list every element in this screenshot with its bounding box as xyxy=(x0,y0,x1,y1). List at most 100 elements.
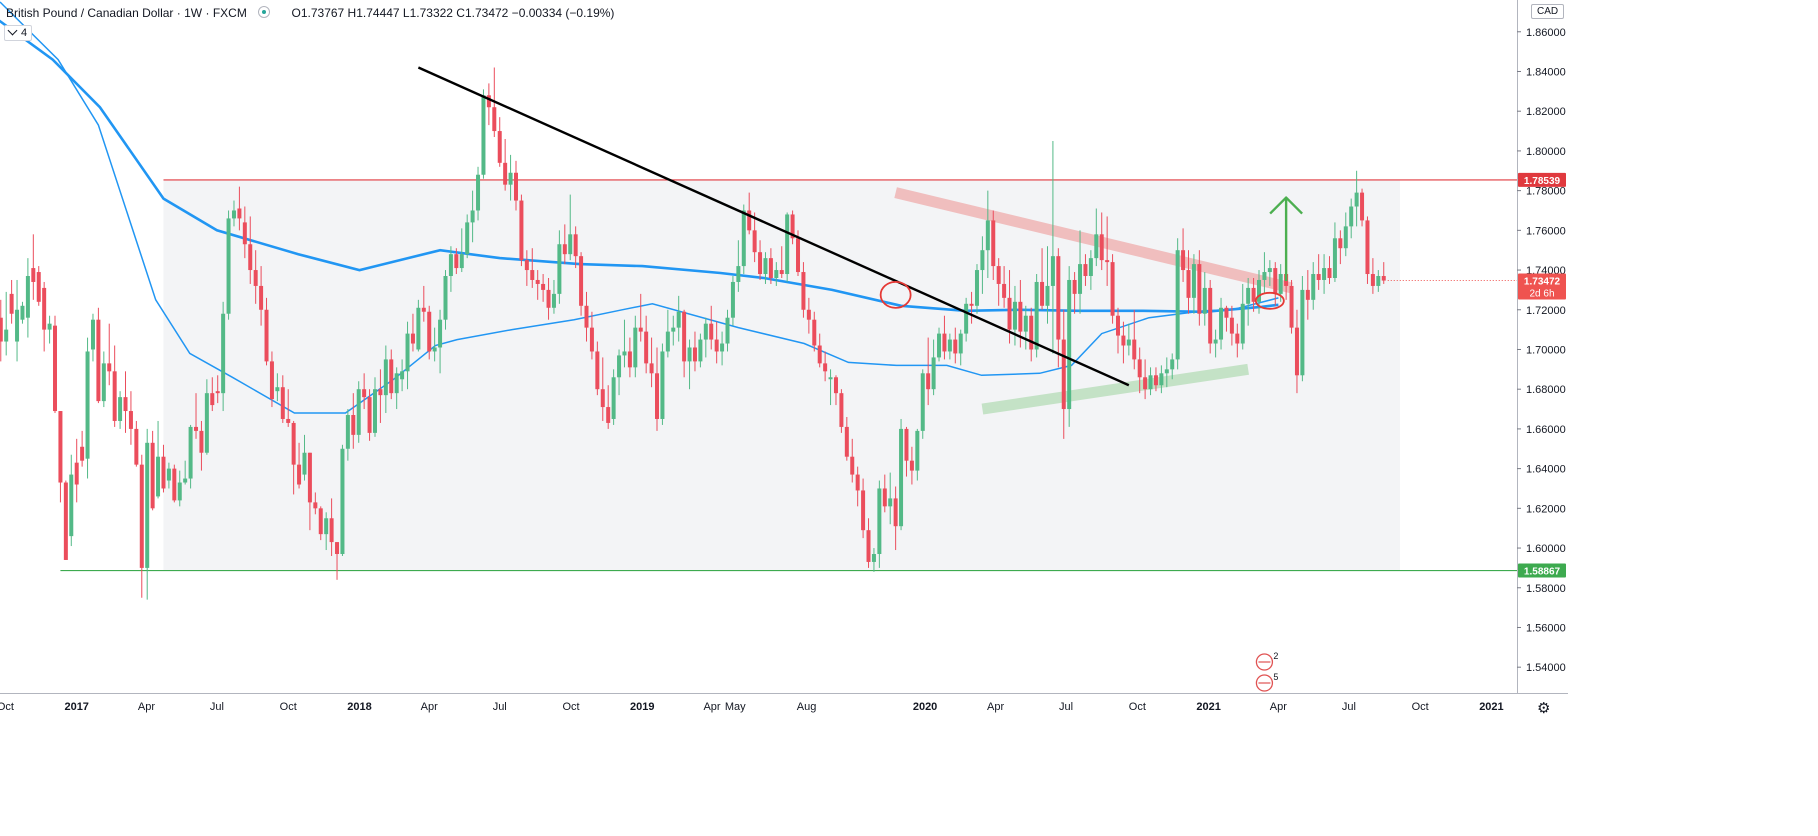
candle-body[interactable] xyxy=(4,329,9,342)
candle-body[interactable] xyxy=(568,234,573,255)
candle-body[interactable] xyxy=(947,339,952,352)
candle-body[interactable] xyxy=(204,393,209,453)
candle-body[interactable] xyxy=(492,107,497,132)
candle-body[interactable] xyxy=(42,287,47,330)
candle-body[interactable] xyxy=(85,351,90,459)
candle-body[interactable] xyxy=(1322,268,1327,280)
candle-body[interactable] xyxy=(177,482,182,501)
candle-body[interactable] xyxy=(1137,359,1142,378)
candle-body[interactable] xyxy=(969,303,974,306)
candle-body[interactable] xyxy=(752,230,757,253)
candle-body[interactable] xyxy=(112,371,117,421)
candle-body[interactable] xyxy=(730,281,735,318)
candle-body[interactable] xyxy=(307,452,312,503)
candle-body[interactable] xyxy=(671,327,676,332)
candle-body[interactable] xyxy=(617,355,622,378)
candle-body[interactable] xyxy=(817,345,822,364)
gear-icon[interactable]: ⚙ xyxy=(1537,700,1551,717)
candle-body[interactable] xyxy=(503,162,508,185)
symbol-name[interactable]: British Pound / Canadian Dollar xyxy=(6,6,174,20)
candle-body[interactable] xyxy=(833,377,838,394)
candle-body[interactable] xyxy=(248,244,253,271)
candle-body[interactable] xyxy=(297,464,302,485)
candle-body[interactable] xyxy=(562,244,567,255)
candle-body[interactable] xyxy=(1294,327,1299,376)
candle-body[interactable] xyxy=(909,460,914,471)
candle-body[interactable] xyxy=(1208,287,1213,344)
candle-body[interactable] xyxy=(1072,279,1077,294)
candle-body[interactable] xyxy=(839,393,844,427)
support-channel[interactable] xyxy=(981,363,1249,415)
candle-body[interactable] xyxy=(779,270,784,275)
candle-body[interactable] xyxy=(806,309,811,320)
candle-body[interactable] xyxy=(31,268,36,282)
candle-body[interactable] xyxy=(166,468,171,481)
candle-body[interactable] xyxy=(356,389,361,435)
candle-body[interactable] xyxy=(541,283,546,290)
candle-body[interactable] xyxy=(644,331,649,364)
candle-body[interactable] xyxy=(340,448,345,555)
candle-body[interactable] xyxy=(985,220,990,251)
candle-body[interactable] xyxy=(427,311,432,352)
candle-body[interactable] xyxy=(242,222,247,245)
candle-body[interactable] xyxy=(313,502,318,509)
candle-body[interactable] xyxy=(497,131,502,163)
candle-body[interactable] xyxy=(747,210,752,231)
candle-body[interactable] xyxy=(1316,274,1321,280)
candle-body[interactable] xyxy=(53,325,58,412)
candle-body[interactable] xyxy=(1191,264,1196,298)
candle-body[interactable] xyxy=(665,331,670,352)
candle-body[interactable] xyxy=(1170,359,1175,370)
candle-body[interactable] xyxy=(63,482,68,560)
candle-body[interactable] xyxy=(367,397,372,433)
candle-body[interactable] xyxy=(139,464,144,568)
candle-body[interactable] xyxy=(421,307,426,312)
candle-body[interactable] xyxy=(1099,234,1104,261)
candle-body[interactable] xyxy=(448,254,453,277)
candle-body[interactable] xyxy=(1273,268,1278,294)
candle-body[interactable] xyxy=(383,359,388,396)
candle-body[interactable] xyxy=(237,208,242,219)
candle-body[interactable] xyxy=(1354,192,1359,207)
candle-body[interactable] xyxy=(861,490,866,531)
candle-body[interactable] xyxy=(1126,339,1131,346)
candle-body[interactable] xyxy=(1143,377,1148,390)
candle-body[interactable] xyxy=(796,238,801,273)
candle-body[interactable] xyxy=(893,498,898,527)
candle-body[interactable] xyxy=(1376,276,1381,286)
candle-body[interactable] xyxy=(1050,256,1055,286)
candle-body[interactable] xyxy=(1115,315,1120,336)
candle-body[interactable] xyxy=(1083,264,1088,277)
candle-body[interactable] xyxy=(736,266,741,282)
candle-body[interactable] xyxy=(324,518,329,535)
candle-body[interactable] xyxy=(546,289,551,308)
candle-body[interactable] xyxy=(877,488,882,555)
candle-body[interactable] xyxy=(1338,238,1343,249)
candle-body[interactable] xyxy=(508,172,513,185)
candle-body[interactable] xyxy=(221,313,226,394)
candle-body[interactable] xyxy=(280,387,285,419)
candle-body[interactable] xyxy=(958,333,963,354)
highlight-ellipse[interactable] xyxy=(879,280,912,309)
candle-body[interactable] xyxy=(1229,317,1234,334)
currency-badge[interactable]: CAD xyxy=(1531,4,1565,19)
candle-body[interactable] xyxy=(226,218,231,314)
candle-body[interactable] xyxy=(1327,268,1332,278)
candle-body[interactable] xyxy=(486,95,491,108)
candle-body[interactable] xyxy=(991,220,996,267)
candle-body[interactable] xyxy=(964,303,969,334)
candle-body[interactable] xyxy=(286,418,291,423)
candle-body[interactable] xyxy=(183,478,188,483)
candle-body[interactable] xyxy=(443,276,448,320)
candle-body[interactable] xyxy=(714,339,719,352)
candle-body[interactable] xyxy=(1224,307,1229,318)
candle-body[interactable] xyxy=(1061,339,1066,410)
candle-body[interactable] xyxy=(974,270,979,306)
candle-body[interactable] xyxy=(1240,303,1245,344)
candle-body[interactable] xyxy=(90,319,95,350)
candle-body[interactable] xyxy=(931,357,936,390)
candle-body[interactable] xyxy=(389,359,394,394)
candle-body[interactable] xyxy=(589,327,594,352)
candle-body[interactable] xyxy=(394,373,399,394)
candle-body[interactable] xyxy=(1213,339,1218,344)
